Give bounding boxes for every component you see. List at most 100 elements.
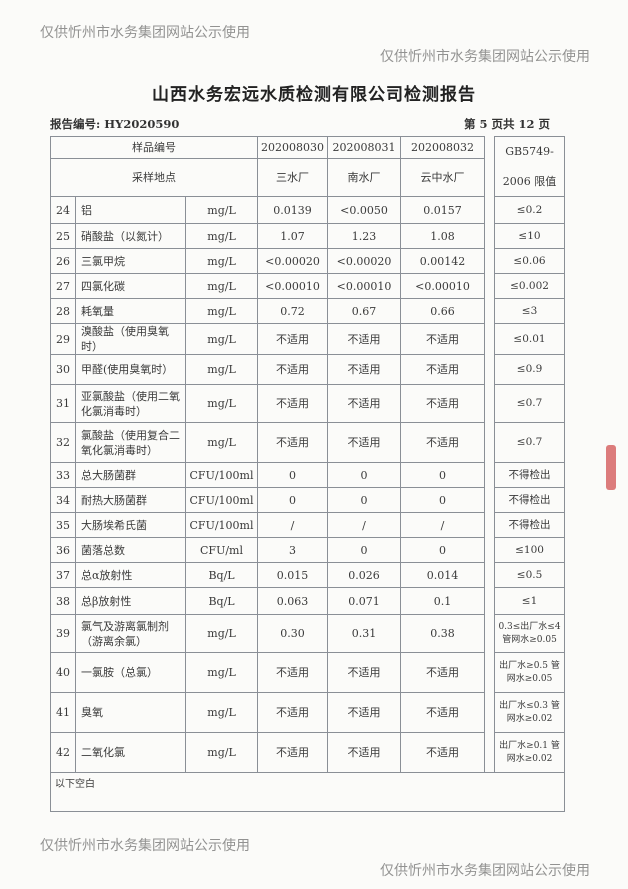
column-gap	[484, 298, 496, 324]
parameter-name: 溴酸盐（使用臭氧时）	[75, 323, 186, 355]
row-number: 29	[50, 323, 76, 355]
unit: mg/L	[184, 298, 259, 324]
result-value: 不适用	[400, 384, 486, 423]
limit-header-line-2: 2006 限值	[502, 175, 557, 188]
result-value: 不适用	[327, 384, 402, 423]
result-value: 0.31	[327, 614, 402, 653]
limit-value: ≤10	[494, 223, 566, 249]
parameter-name: 硝酸盐（以氮计）	[75, 223, 186, 249]
result-value: 不适用	[257, 384, 329, 423]
result-value: 0	[327, 462, 402, 488]
result-value: 0	[327, 487, 402, 513]
result-value: 0.014	[400, 562, 486, 588]
result-value: 不适用	[400, 323, 486, 355]
result-value: <0.00010	[400, 273, 486, 299]
watermark: 仅供忻州市水务集团网站公示使用	[380, 49, 590, 65]
results-table: 样品编号 202008030 202008031 202008032 GB574…	[49, 136, 566, 812]
result-value: <0.00020	[257, 248, 329, 274]
result-value: 0	[400, 487, 486, 513]
row-number: 27	[50, 273, 76, 299]
parameter-name: 二氧化氯	[75, 732, 186, 773]
sample-no: 202008030	[257, 136, 329, 159]
result-value: 不适用	[257, 692, 329, 733]
table-row: 29 溴酸盐（使用臭氧时） mg/L 不适用 不适用 不适用 ≤0.01	[50, 323, 566, 355]
parameter-name: 臭氧	[75, 692, 186, 733]
result-value: 1.07	[257, 223, 329, 249]
site: 南水厂	[327, 158, 402, 197]
site: 三水厂	[257, 158, 329, 197]
unit: mg/L	[184, 384, 259, 423]
parameter-name: 总α放射性	[75, 562, 186, 588]
parameter-name: 甲醛(使用臭氧时）	[75, 354, 186, 385]
result-value: /	[327, 512, 402, 538]
unit: mg/L	[184, 248, 259, 274]
column-gap	[484, 384, 496, 423]
limit-value: 不得检出	[494, 512, 566, 538]
result-value: /	[257, 512, 329, 538]
limit-value: 0.3≤出厂水≤4 管网水≥0.05	[494, 614, 566, 653]
table-row: 24 铝 mg/L 0.0139 <0.0050 0.0157 ≤0.2	[50, 196, 566, 224]
column-gap	[484, 196, 496, 224]
row-number: 32	[50, 422, 76, 463]
column-gap	[484, 354, 496, 385]
unit: CFU/100ml	[184, 512, 259, 538]
row-number: 24	[50, 196, 76, 224]
row-number: 33	[50, 462, 76, 488]
column-gap	[484, 692, 496, 733]
parameter-name: 总大肠菌群	[75, 462, 186, 488]
row-number: 26	[50, 248, 76, 274]
row-number: 39	[50, 614, 76, 653]
row-number: 25	[50, 223, 76, 249]
limit-value: ≤0.7	[494, 422, 566, 463]
parameter-name: 三氯甲烷	[75, 248, 186, 274]
result-value: 不适用	[327, 422, 402, 463]
column-gap	[484, 587, 496, 615]
column-gap	[484, 652, 496, 693]
unit: mg/L	[184, 614, 259, 653]
limit-value: ≤0.7	[494, 384, 566, 423]
result-value: 0.0157	[400, 196, 486, 224]
column-gap	[484, 248, 496, 274]
parameter-name: 一氯胺（总氯）	[75, 652, 186, 693]
result-value: 0.72	[257, 298, 329, 324]
row-number: 30	[50, 354, 76, 385]
footer-note: 以下空白	[49, 772, 566, 812]
unit: mg/L	[184, 223, 259, 249]
row-number: 42	[50, 732, 76, 773]
result-value: 0	[400, 537, 486, 563]
limit-value: ≤100	[494, 537, 566, 563]
result-value: 0.00142	[400, 248, 486, 274]
result-value: 0.66	[400, 298, 486, 324]
table-row: 35 大肠埃希氏菌 CFU/100ml / / / 不得检出	[50, 512, 566, 538]
page-indicator: 第 5 页共 12 页	[463, 117, 550, 131]
result-value: /	[400, 512, 486, 538]
column-gap	[484, 487, 496, 513]
limit-value: 不得检出	[494, 487, 566, 513]
parameter-name: 大肠埃希氏菌	[75, 512, 186, 538]
limit-value: ≤0.002	[494, 273, 566, 299]
unit: Bq/L	[184, 587, 259, 615]
limit-value: 出厂水≤0.3 管网水≥0.02	[494, 692, 566, 733]
row-number: 40	[50, 652, 76, 693]
column-gap	[484, 614, 496, 653]
limit-header-line-1: GB5749-	[505, 145, 554, 158]
result-value: 不适用	[257, 652, 329, 693]
report-number: 报告编号: HY2020590	[50, 117, 180, 131]
limit-value: ≤0.9	[494, 354, 566, 385]
parameter-name: 总β放射性	[75, 587, 186, 615]
watermark: 仅供忻州市水务集团网站公示使用	[40, 838, 250, 854]
result-value: 0.015	[257, 562, 329, 588]
table-row: 32 氯酸盐（使用复合二氧化氯消毒时） mg/L 不适用 不适用 不适用 ≤0.7	[50, 422, 566, 463]
limit-value: 出厂水≥0.1 管网水≥0.02	[494, 732, 566, 773]
result-value: 不适用	[400, 692, 486, 733]
unit: CFU/ml	[184, 537, 259, 563]
table-row: 40 一氯胺（总氯） mg/L 不适用 不适用 不适用 出厂水≥0.5 管网水≥0.05	[50, 652, 566, 693]
result-value: 不适用	[400, 354, 486, 385]
table-row: 33 总大肠菌群 CFU/100ml 0 0 0 不得检出	[50, 462, 566, 488]
result-value: <0.00010	[327, 273, 402, 299]
column-gap	[484, 223, 496, 249]
result-value: 0	[327, 537, 402, 563]
parameter-name: 亚氯酸盐（使用二氧化氯消毒时）	[75, 384, 186, 423]
result-value: 不适用	[400, 652, 486, 693]
result-value: 不适用	[327, 732, 402, 773]
